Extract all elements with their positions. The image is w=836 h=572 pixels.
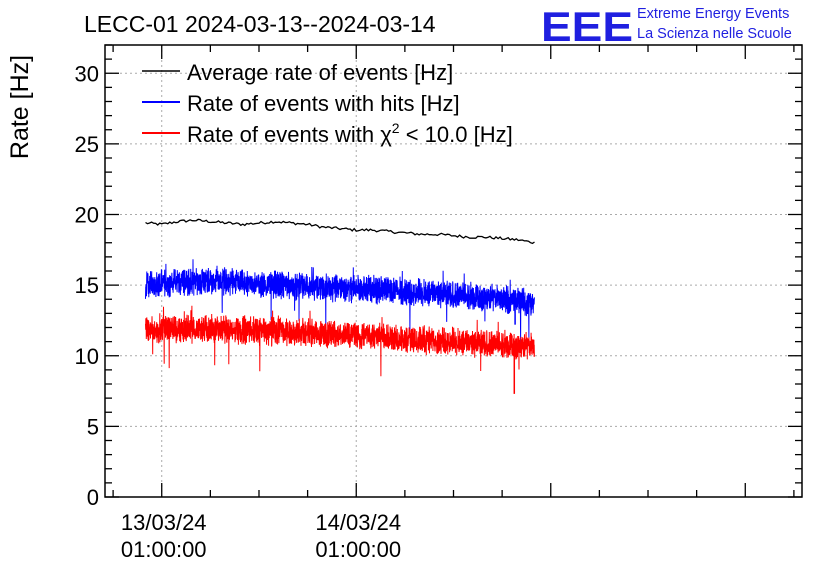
axis-ticks	[105, 44, 802, 498]
y-tick-label: 20	[75, 203, 99, 228]
y-tick-label: 25	[75, 132, 99, 157]
y-axis-label: Rate [Hz]	[6, 55, 34, 159]
series-line-hits	[145, 259, 535, 344]
eee-logo: EEE Extreme Energy Events La Scienza nel…	[541, 3, 792, 50]
y-tick-label: 10	[75, 344, 99, 369]
y-tick-label: 5	[87, 414, 99, 439]
legend-label-hits: Rate of events with hits [Hz]	[187, 91, 460, 116]
legend-label-chi2: Rate of events with χ2 < 10.0 [Hz]	[187, 120, 513, 147]
chart-title: LECC-01 2024-03-13--2024-03-14	[84, 11, 436, 37]
series-line-chi2	[145, 305, 535, 377]
logo-mark: EEE	[541, 3, 633, 50]
tick-labels: 05101520253013/03/2401:00:0014/03/2401:0…	[75, 61, 402, 562]
legend-label-average: Average rate of events [Hz]	[187, 60, 453, 85]
series-line-average	[145, 218, 535, 245]
logo-line1: Extreme Energy Events	[637, 6, 789, 22]
legend-chi2-suffix: < 10.0 [Hz]	[400, 122, 513, 147]
x-tick-label-date: 13/03/24	[121, 510, 207, 535]
y-tick-label: 0	[87, 485, 99, 510]
legend-chi2-prefix: Rate of events with	[187, 122, 380, 147]
legend: Average rate of events [Hz] Rate of even…	[142, 60, 513, 147]
y-tick-label: 30	[75, 61, 99, 86]
x-tick-label-time: 01:00:00	[121, 537, 207, 562]
logo-line2: La Scienza nelle Scuole	[637, 26, 792, 42]
legend-chi2-sup: 2	[392, 120, 400, 136]
y-tick-label: 15	[75, 273, 99, 298]
x-tick-label-time: 01:00:00	[315, 537, 401, 562]
x-tick-label-date: 14/03/24	[315, 510, 401, 535]
legend-chi2-symbol: χ	[380, 122, 392, 147]
data-series	[145, 218, 535, 394]
